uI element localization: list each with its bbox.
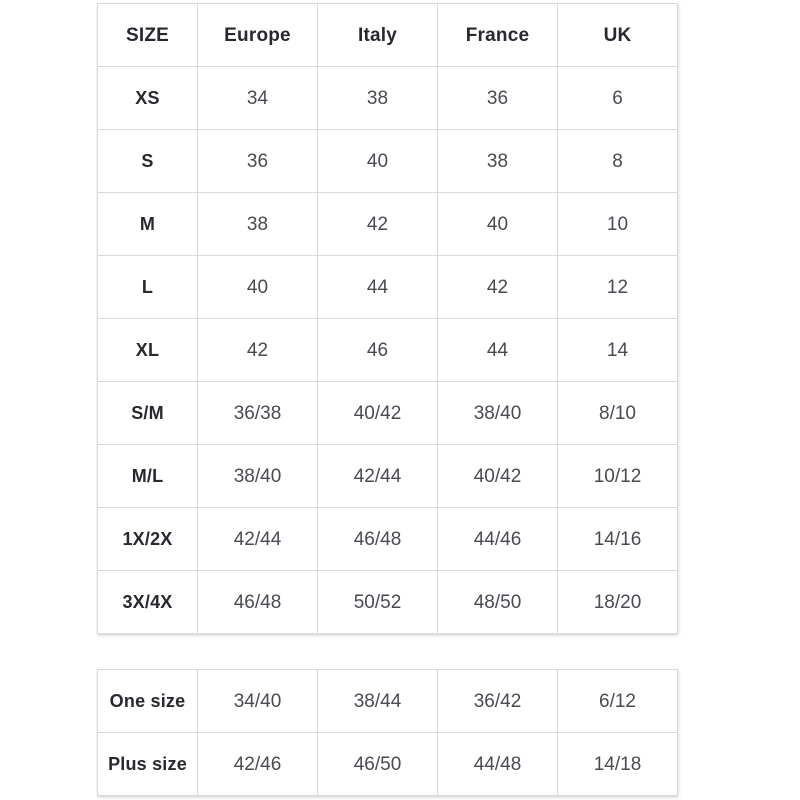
table-row-s: S 36 40 38 8 [97,129,678,193]
table-cell: 44/46 [437,507,558,571]
row-label: M/L [97,444,198,508]
table-row-plus-size: Plus size 42/46 46/50 44/48 14/18 [97,732,678,796]
table-cell: 36 [437,66,558,130]
size-conversion-table: SIZE Europe Italy France UK XS 34 38 36 … [97,3,678,634]
table-cell: 10/12 [557,444,678,508]
table-cell: 40/42 [317,381,438,445]
table-cell: 50/52 [317,570,438,634]
table-cell: 38/40 [437,381,558,445]
table-cell: 12 [557,255,678,319]
row-label: XL [97,318,198,382]
table-cell: 40 [197,255,318,319]
row-label: Plus size [97,732,198,796]
table-row-1x-2x: 1X/2X 42/44 46/48 44/46 14/16 [97,507,678,571]
table-cell: 34/40 [197,669,318,733]
table-cell: 6/12 [557,669,678,733]
table-cell: 8 [557,129,678,193]
table-cell: 46 [317,318,438,382]
table-cell: 36 [197,129,318,193]
table-cell: 38/44 [317,669,438,733]
table-cell: 40 [317,129,438,193]
row-label: XS [97,66,198,130]
table-cell: 46/48 [317,507,438,571]
table-cell: 44/48 [437,732,558,796]
header-cell-france: France [437,3,558,67]
header-cell-size: SIZE [97,3,198,67]
table-cell: 14/18 [557,732,678,796]
table-row-xl: XL 42 46 44 14 [97,318,678,382]
row-label: L [97,255,198,319]
header-cell-italy: Italy [317,3,438,67]
table-cell: 40 [437,192,558,256]
table-row-m-l: M/L 38/40 42/44 40/42 10/12 [97,444,678,508]
row-label: 1X/2X [97,507,198,571]
table-cell: 44 [317,255,438,319]
table-cell: 42 [317,192,438,256]
table-row-l: L 40 44 42 12 [97,255,678,319]
table-cell: 38/40 [197,444,318,508]
row-label: 3X/4X [97,570,198,634]
table-cell: 42/44 [317,444,438,508]
header-row: SIZE Europe Italy France UK [97,3,678,67]
table-cell: 36/42 [437,669,558,733]
table-cell: 48/50 [437,570,558,634]
table-cell: 34 [197,66,318,130]
table-row-m: M 38 42 40 10 [97,192,678,256]
table-cell: 46/48 [197,570,318,634]
table-cell: 8/10 [557,381,678,445]
table-cell: 42 [437,255,558,319]
table-cell: 46/50 [317,732,438,796]
table-cell: 6 [557,66,678,130]
table-cell: 38 [197,192,318,256]
table-cell: 40/42 [437,444,558,508]
table-cell: 38 [317,66,438,130]
table-row-s-m: S/M 36/38 40/42 38/40 8/10 [97,381,678,445]
row-label: S [97,129,198,193]
table-row-3x-4x: 3X/4X 46/48 50/52 48/50 18/20 [97,570,678,634]
row-label: One size [97,669,198,733]
table-cell: 42/46 [197,732,318,796]
special-size-table: One size 34/40 38/44 36/42 6/12 Plus siz… [97,669,678,796]
header-cell-europe: Europe [197,3,318,67]
header-cell-uk: UK [557,3,678,67]
table-cell: 42 [197,318,318,382]
row-label: S/M [97,381,198,445]
table-cell: 18/20 [557,570,678,634]
table-cell: 44 [437,318,558,382]
table-cell: 38 [437,129,558,193]
row-label: M [97,192,198,256]
table-row-one-size: One size 34/40 38/44 36/42 6/12 [97,669,678,733]
table-cell: 10 [557,192,678,256]
table-cell: 42/44 [197,507,318,571]
table-cell: 14 [557,318,678,382]
table-row-xs: XS 34 38 36 6 [97,66,678,130]
table-cell: 36/38 [197,381,318,445]
table-cell: 14/16 [557,507,678,571]
